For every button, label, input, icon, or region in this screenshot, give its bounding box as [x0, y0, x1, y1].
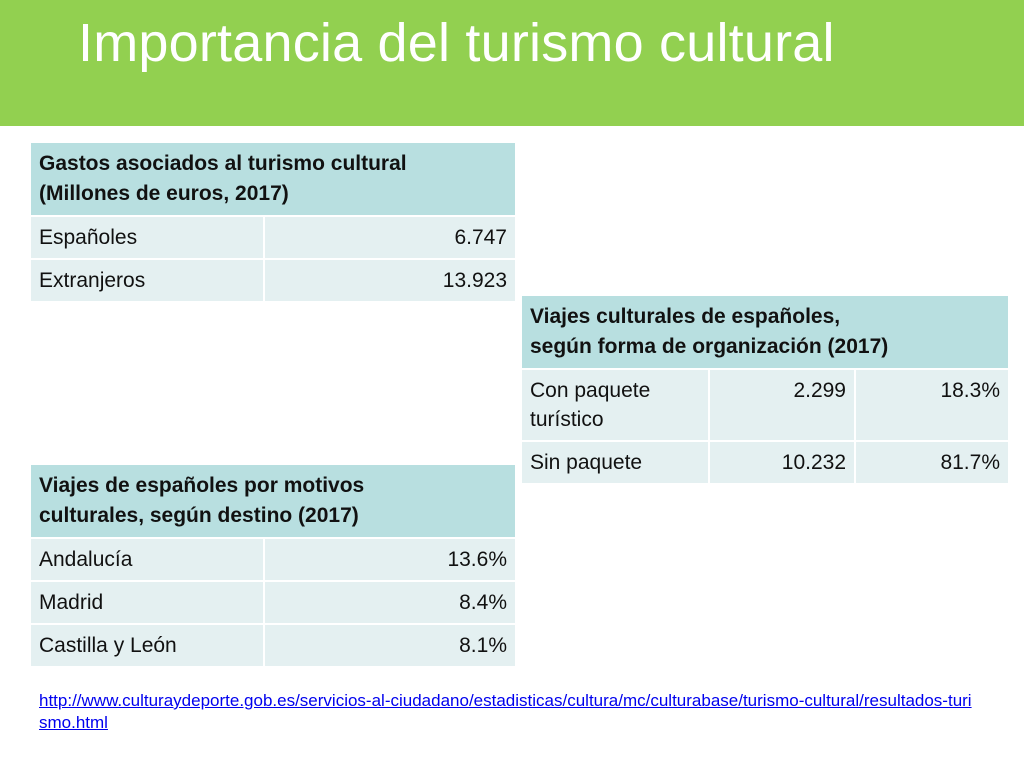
gastos-header-line2: (Millones de euros, 2017)	[39, 182, 289, 205]
table-row: Sin paquete 10.232 81.7%	[522, 442, 1008, 483]
organizacion-table-header: Viajes culturales de españoles, según fo…	[522, 296, 1008, 368]
organizacion-header-line2: según forma de organización (2017)	[530, 335, 889, 358]
organizacion-row-pct: 81.7%	[856, 442, 1008, 483]
destino-table: Viajes de españoles por motivos cultural…	[29, 463, 517, 668]
destino-row-value: 8.4%	[265, 582, 515, 623]
gastos-row-value: 6.747	[265, 217, 515, 258]
gastos-row-value: 13.923	[265, 260, 515, 301]
table-row: Españoles 6.747	[31, 217, 515, 258]
title-bar: Importancia del turismo cultural	[0, 0, 1024, 126]
table-row: Andalucía 13.6%	[31, 539, 515, 580]
table-row: Castilla y León 8.1%	[31, 625, 515, 666]
organizacion-row-value: 10.232	[710, 442, 854, 483]
table-row: Extranjeros 13.923	[31, 260, 515, 301]
organizacion-header-line1: Viajes culturales de españoles,	[530, 305, 841, 328]
destino-header-line2: culturales, según destino (2017)	[39, 504, 359, 527]
gastos-table-header: Gastos asociados al turismo cultural (Mi…	[31, 143, 515, 215]
organizacion-row-label: Con paquete turístico	[522, 370, 708, 440]
source-link[interactable]: http://www.culturaydeporte.gob.es/servic…	[39, 691, 972, 732]
gastos-table: Gastos asociados al turismo cultural (Mi…	[29, 141, 517, 303]
gastos-row-label: Extranjeros	[31, 260, 263, 301]
destino-row-label: Andalucía	[31, 539, 263, 580]
slide-title: Importancia del turismo cultural	[78, 13, 835, 73]
table-row: Madrid 8.4%	[31, 582, 515, 623]
destino-row-label: Madrid	[31, 582, 263, 623]
organizacion-row-pct: 18.3%	[856, 370, 1008, 440]
destino-header-line1: Viajes de españoles por motivos	[39, 474, 365, 497]
gastos-header-line1: Gastos asociados al turismo cultural	[39, 152, 407, 175]
table-row: Con paquete turístico 2.299 18.3%	[522, 370, 1008, 440]
destino-row-label: Castilla y León	[31, 625, 263, 666]
organizacion-row-value: 2.299	[710, 370, 854, 440]
destino-row-value: 8.1%	[265, 625, 515, 666]
organizacion-row-label: Sin paquete	[522, 442, 708, 483]
gastos-row-label: Españoles	[31, 217, 263, 258]
organizacion-table: Viajes culturales de españoles, según fo…	[520, 294, 1010, 485]
destino-table-header: Viajes de españoles por motivos cultural…	[31, 465, 515, 537]
destino-row-value: 13.6%	[265, 539, 515, 580]
